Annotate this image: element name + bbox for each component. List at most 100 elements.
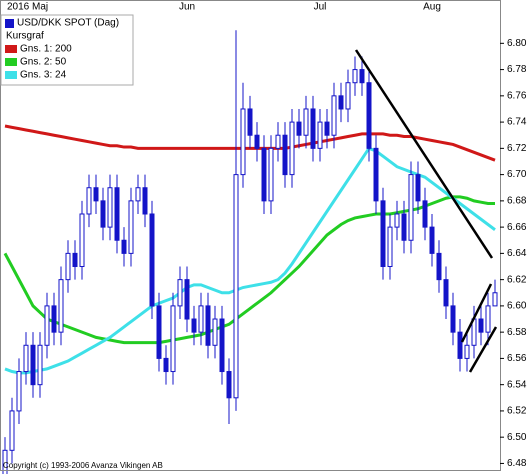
candle-body: [387, 226, 393, 268]
candle-body: [464, 344, 470, 359]
legend-label: Gns. 2: 50: [20, 57, 67, 68]
legend: Kursgraf USD/DKK SPOT (Dag) Gns. 1: 200 Gn…: [0, 14, 134, 86]
candle-body: [30, 344, 36, 386]
candle-body: [170, 305, 176, 373]
candle-body: [289, 121, 295, 176]
y-tick-label: 6.62: [507, 274, 527, 285]
candle-body: [23, 344, 29, 373]
candle-body: [93, 187, 99, 202]
candle-body: [247, 108, 253, 136]
candle-body: [9, 410, 15, 451]
candle-body: [394, 213, 400, 228]
y-tick-label: 6.72: [507, 143, 527, 154]
y-tick-label: 6.70: [507, 169, 527, 180]
legend-swatch: [5, 19, 14, 28]
legend-swatch: [5, 71, 17, 79]
candle-body: [226, 371, 232, 399]
x-tick-label: Aug: [423, 2, 441, 13]
candle-body: [58, 279, 64, 333]
plot-border: [0, 0, 501, 471]
candle-body: [240, 108, 246, 176]
candle-body: [142, 187, 148, 215]
y-tick-label: 6.78: [507, 64, 527, 75]
candle-body: [121, 239, 127, 254]
candle-body: [128, 200, 134, 254]
y-tick-label: 6.56: [507, 353, 527, 364]
candle-body: [429, 226, 435, 254]
candle-body: [219, 318, 225, 373]
candle-body: [352, 69, 358, 84]
candle-body: [233, 174, 239, 399]
candle-body: [135, 187, 141, 202]
candle-body: [366, 82, 372, 149]
candle-body: [373, 147, 379, 202]
candle-body: [191, 318, 197, 333]
candle-body: [408, 174, 414, 241]
candle-body: [422, 200, 428, 228]
candle-body: [268, 147, 274, 202]
candle-body: [457, 331, 463, 359]
trend-lines: [354, 49, 498, 373]
candle-body: [212, 318, 218, 346]
x-tick-label: Jun: [179, 2, 195, 13]
x-tick-label: 2016 Maj: [7, 2, 48, 13]
candle-body: [338, 95, 344, 110]
legend-label: Gns. 1: 200: [20, 44, 72, 55]
y-tick-label: 6.54: [507, 379, 527, 390]
candle-body: [107, 187, 113, 228]
candle-body: [2, 449, 8, 474]
legend-heading: Kursgraf: [6, 31, 44, 42]
legend-box: [0, 14, 134, 86]
y-tick-label: 6.66: [507, 222, 527, 233]
y-tick-label: 6.74: [507, 117, 527, 128]
legend-label: USD/DKK SPOT (Dag): [17, 18, 119, 29]
candle-body: [324, 121, 330, 136]
candle-body: [198, 305, 204, 333]
y-tick-label: 6.76: [507, 90, 527, 101]
y-tick-label: 6.50: [507, 432, 527, 443]
moving-average-line: [4, 146, 496, 375]
trend-line: [468, 326, 498, 373]
candle-body: [65, 252, 71, 281]
y-tick-label: 6.48: [507, 458, 527, 469]
candle-body: [51, 305, 57, 333]
candle-body: [261, 147, 267, 202]
candle-body: [317, 121, 323, 149]
candle-body: [177, 279, 183, 307]
candle-body: [163, 357, 169, 373]
legend-label: Gns. 3: 24: [20, 70, 67, 81]
legend-swatch: [5, 45, 17, 53]
candle-body: [282, 134, 288, 176]
candle-body: [380, 200, 386, 268]
candle-body: [156, 305, 162, 359]
candle-body: [254, 134, 260, 149]
y-tick-label: 6.68: [507, 196, 527, 207]
candle-body: [86, 187, 92, 215]
candle-body: [401, 213, 407, 241]
y-tick-label: 6.58: [507, 327, 527, 338]
candle-body: [485, 305, 491, 333]
candle-body: [443, 279, 449, 307]
candle-body: [37, 344, 43, 386]
y-tick-label: 6.60: [507, 301, 527, 312]
candle-body: [149, 213, 155, 307]
candle-body: [345, 82, 351, 110]
candle-body: [44, 305, 50, 346]
candle-body: [184, 279, 190, 320]
candle-body: [436, 252, 442, 281]
candle-body: [275, 134, 281, 149]
candle-body: [415, 174, 421, 202]
legend-swatch: [5, 58, 17, 66]
candle-body: [478, 318, 484, 333]
candle-body: [205, 305, 211, 346]
copyright: Copyright (c) 1993-2006 Avanza Vikingen …: [3, 461, 163, 470]
candle-body: [114, 187, 120, 241]
trend-line: [460, 283, 493, 343]
candle-body: [450, 305, 456, 333]
candle-body: [310, 108, 316, 149]
y-tick-label: 6.52: [507, 406, 527, 417]
x-tick-label: Jul: [314, 2, 327, 13]
candle-body: [303, 108, 309, 136]
candle-body: [100, 200, 106, 228]
candle-body: [296, 121, 302, 136]
